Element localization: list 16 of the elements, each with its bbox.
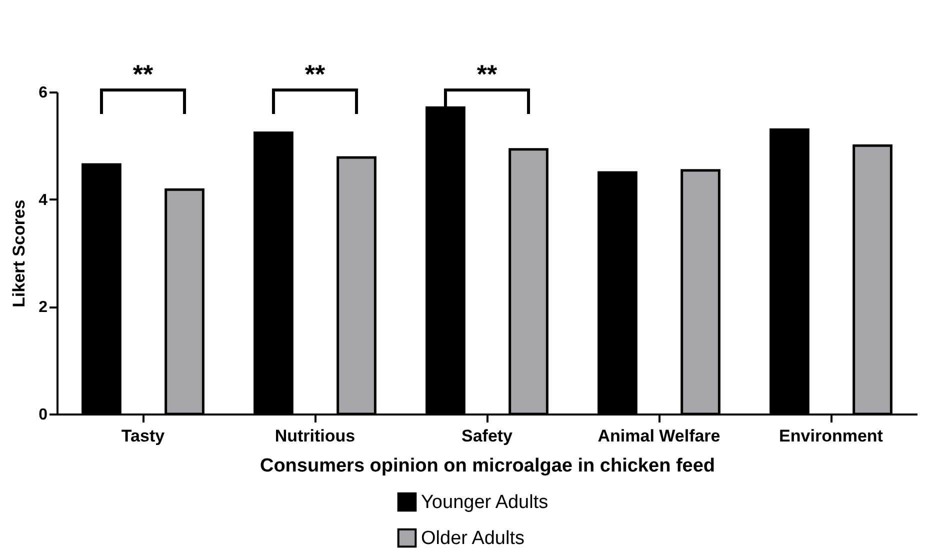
x-tick-label: Tasty <box>121 426 166 446</box>
x-tick-label: Nutritious <box>274 426 356 446</box>
x-tick-label: Animal Welfare <box>598 426 720 446</box>
y-axis-title: Likert Scores <box>10 200 29 308</box>
x-tick-label: Safety <box>461 426 514 446</box>
y-tick-label: 6 <box>38 84 48 102</box>
legend-label: Younger Adults <box>421 492 548 513</box>
y-tick-label: 4 <box>38 192 48 209</box>
text: ** <box>304 59 326 89</box>
x-tick-label: Environment <box>779 426 884 446</box>
text: ** <box>132 59 154 89</box>
text: ** <box>476 59 498 89</box>
y-tick-label: 2 <box>38 299 48 316</box>
y-tick-label: 0 <box>38 406 48 424</box>
x-axis-title: Consumers opinion on microalgae in chicken feed <box>260 456 716 476</box>
legend-label: Older Adults <box>421 528 524 549</box>
